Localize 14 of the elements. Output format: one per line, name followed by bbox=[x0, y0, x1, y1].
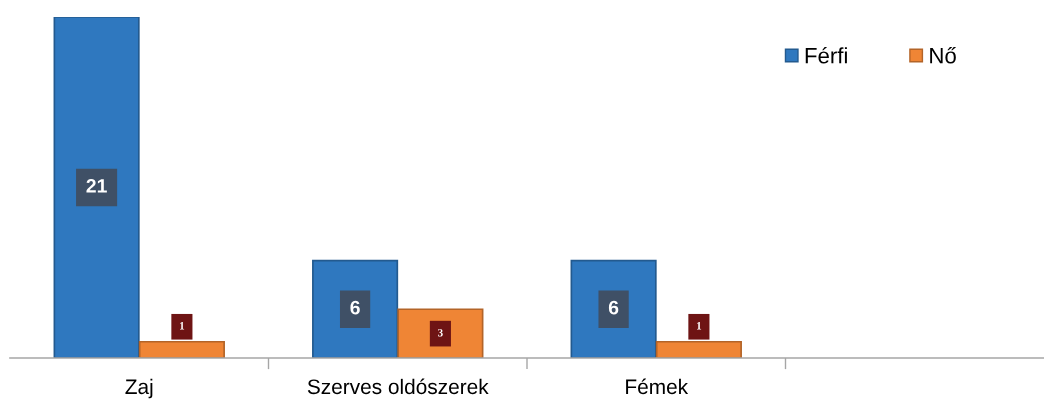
bar bbox=[655, 340, 742, 358]
data-label: 6 bbox=[350, 300, 360, 315]
legend-label: Nő bbox=[930, 46, 956, 64]
data-label: 21 bbox=[86, 178, 107, 193]
x-tick-label: Fémek bbox=[626, 378, 689, 395]
bar bbox=[138, 340, 225, 358]
data-label: 3 bbox=[438, 328, 443, 337]
data-label: 6 bbox=[608, 300, 619, 315]
x-tick-label: Szerves oldószerek bbox=[307, 378, 489, 395]
x-tick-label: Zaj bbox=[125, 378, 153, 399]
data-label: 1 bbox=[697, 322, 702, 330]
bar bbox=[53, 17, 140, 358]
legend-label: Férfi bbox=[805, 46, 847, 64]
data-label: 1 bbox=[180, 322, 185, 330]
